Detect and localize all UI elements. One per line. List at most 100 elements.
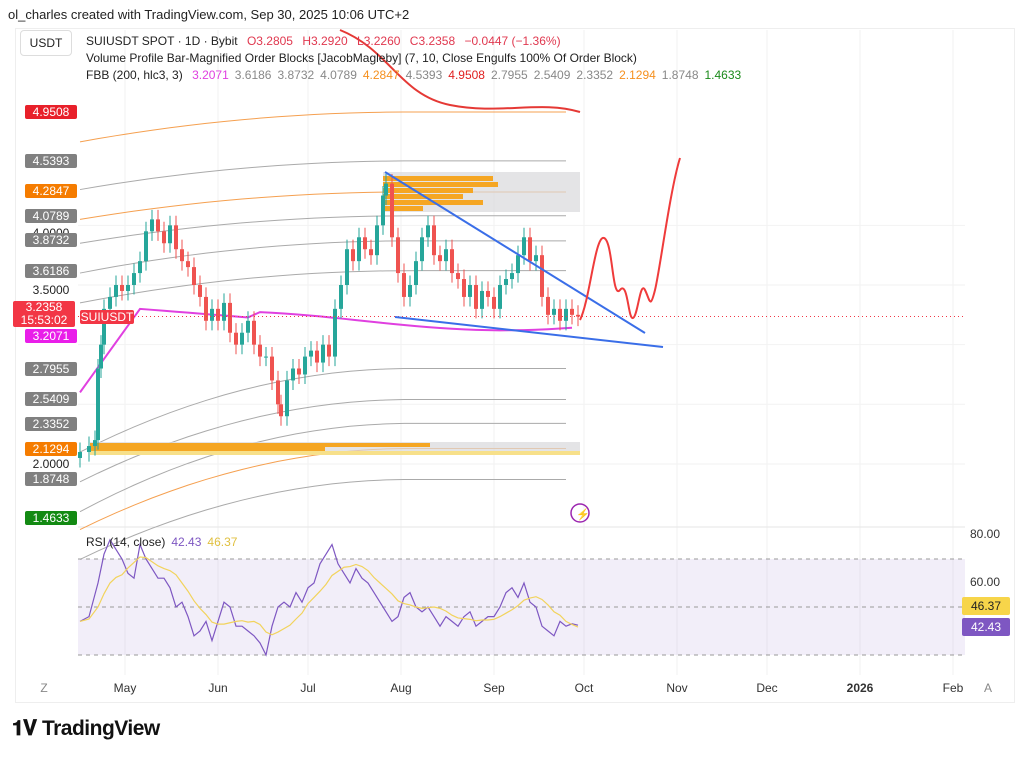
trendline-upper: [384, 171, 646, 334]
fbb-price-label: 3.2071: [25, 328, 77, 343]
fbb-band-line: [79, 399, 566, 483]
candle: [339, 285, 343, 309]
candle: [246, 320, 250, 333]
time-axis-tick: Oct: [574, 681, 594, 695]
candle: [432, 225, 436, 256]
order-block-volume-bar: [383, 176, 493, 181]
candle: [78, 452, 82, 458]
candle: [303, 356, 307, 375]
fbb-value: 4.2847: [362, 68, 400, 82]
fbb-price-label: 4.5393: [25, 154, 77, 168]
fbb-value: 2.3352: [576, 68, 614, 82]
candle: [351, 249, 355, 262]
candle: [576, 314, 580, 317]
candle: [381, 195, 385, 226]
candle: [285, 380, 289, 417]
indicator-legend-fbb[interactable]: FBB (200, hlc3, 3) 3.2071 3.6186 3.8732 4.0…: [86, 68, 747, 82]
candle: [528, 237, 532, 262]
candle: [258, 344, 262, 357]
candle: [210, 308, 214, 321]
candle: [540, 255, 544, 297]
candle: [402, 273, 406, 297]
ohlc-low: L3.2260: [357, 34, 401, 48]
candle: [321, 344, 325, 363]
candle: [522, 237, 526, 256]
order-block-volume-bar: [383, 206, 423, 211]
candle: [252, 320, 256, 345]
rsi-legend-title: RSI (14, close) 42.43 46.37: [86, 535, 238, 549]
candle: [120, 285, 124, 291]
fbb-price-label: 4.9508: [25, 104, 77, 119]
candle: [438, 255, 442, 262]
candle: [333, 308, 337, 357]
candle: [357, 237, 361, 262]
fbb-band-line: [79, 447, 566, 531]
auto-scale-button[interactable]: A: [983, 681, 993, 695]
fbb-value: 2.7955: [490, 68, 528, 82]
candle: [456, 273, 460, 280]
candle: [270, 356, 274, 381]
rsi-legend-ma: 46.37: [207, 535, 237, 549]
fbb-price-label: 1.4633: [25, 510, 77, 525]
tradingview-logo[interactable]: 𝟏𝐕 TradingView: [12, 717, 160, 741]
symbol-price-tag: SUIUSDT: [80, 309, 134, 324]
candle: [297, 368, 301, 375]
time-axis-tick: Aug: [390, 681, 412, 695]
candle: [126, 285, 130, 291]
flash-icon[interactable]: [570, 503, 590, 523]
time-axis-tick: May: [113, 681, 137, 695]
candle: [102, 308, 106, 345]
fbb-value: 4.0789: [320, 68, 357, 82]
symbol-legend[interactable]: SUIUSDT SPOT · 1D · Bybit O3.2805 H3.292…: [86, 34, 567, 48]
indicator-legend-order-blocks[interactable]: Volume Profile Bar-Magnified Order Block…: [86, 51, 637, 65]
candle: [462, 279, 466, 297]
candle: [87, 446, 91, 453]
candle: [516, 255, 520, 274]
fbb-band-line: [79, 368, 566, 453]
fbb-price-label: 2.3352: [25, 416, 77, 431]
order-block-volume-bar: [90, 447, 325, 451]
currency-button[interactable]: USDT: [20, 30, 72, 56]
rsi-ma-line: [79, 556, 579, 636]
candle: [264, 356, 268, 358]
candle: [396, 237, 400, 274]
candle: [504, 279, 508, 285]
fbb-price-label: 4.0789: [25, 208, 77, 223]
fbb-value: 2.1294: [619, 68, 656, 82]
fbb-price-label: 3.8732: [25, 233, 77, 248]
order-block-volume-bar: [383, 182, 498, 187]
fbb-value: 4.5393: [405, 68, 443, 82]
fbb-band-line: [79, 422, 566, 513]
candle: [375, 225, 379, 256]
time-axis-tick: Jul: [300, 681, 316, 695]
candle: [408, 285, 412, 297]
fbb-upper-red-line: [339, 29, 581, 113]
fbb-value: 3.8732: [277, 68, 315, 82]
chart-frame: [15, 28, 1015, 703]
candle: [468, 285, 472, 297]
ohlc-high: H3.2920: [302, 34, 348, 48]
candle: [240, 332, 244, 345]
fbb-value: 4.9508: [448, 68, 485, 82]
candle: [114, 285, 118, 297]
ohlc-change: −0.0447 (−1.36%): [464, 34, 561, 48]
candle: [192, 267, 196, 285]
logo-text: TradingView: [41, 717, 160, 740]
candle: [390, 183, 394, 238]
candle: [570, 308, 574, 315]
candle: [486, 290, 490, 297]
candle: [480, 290, 484, 309]
time-axis-tick: Sep: [483, 681, 505, 695]
fbb-band-line: [79, 111, 566, 143]
candle: [222, 302, 226, 321]
fbb-title: FBB (200, hlc3, 3): [86, 68, 183, 82]
rsi-axis-tick: 60.00: [970, 575, 1001, 589]
candle: [369, 249, 373, 256]
candle: [498, 285, 502, 309]
chart-credit: ol_charles created with TradingView.com,…: [8, 7, 410, 22]
candle: [276, 380, 280, 405]
rsi-axis-tick: 80.00: [970, 527, 1001, 541]
price-axis-tick: 2.0000: [32, 456, 70, 471]
zoom-button[interactable]: Z: [40, 681, 48, 695]
